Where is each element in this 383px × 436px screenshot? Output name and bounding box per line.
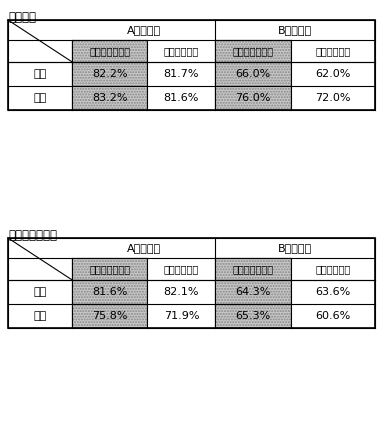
Text: 63.6%: 63.6% bbox=[315, 287, 350, 297]
Bar bbox=[215, 86, 291, 110]
Bar bbox=[72, 258, 147, 280]
Bar bbox=[72, 62, 147, 86]
Text: 82.1%: 82.1% bbox=[164, 287, 199, 297]
Text: 82.2%: 82.2% bbox=[92, 69, 128, 79]
Bar bbox=[72, 304, 147, 328]
Text: 71.9%: 71.9% bbox=[164, 311, 199, 321]
Text: 全国（公立）: 全国（公立） bbox=[164, 264, 199, 274]
Text: 中３: 中３ bbox=[33, 311, 47, 321]
Text: 小６: 小６ bbox=[33, 69, 47, 79]
Text: 岐逃県（公立）: 岐逃県（公立） bbox=[89, 264, 130, 274]
Text: 小６: 小６ bbox=[33, 287, 47, 297]
Bar bbox=[72, 304, 147, 328]
Bar bbox=[8, 20, 375, 110]
Bar bbox=[215, 280, 291, 304]
Text: 全国（公立）: 全国（公立） bbox=[315, 46, 350, 56]
Bar bbox=[215, 86, 291, 110]
Text: 60.6%: 60.6% bbox=[315, 311, 350, 321]
Text: A（知識）: A（知識） bbox=[127, 25, 161, 35]
Text: 75.8%: 75.8% bbox=[92, 311, 128, 321]
Bar bbox=[72, 258, 147, 280]
Bar bbox=[215, 62, 291, 86]
Bar bbox=[72, 62, 147, 86]
Text: 62.0%: 62.0% bbox=[315, 69, 350, 79]
Text: 81.6%: 81.6% bbox=[164, 93, 199, 103]
Text: 65.3%: 65.3% bbox=[235, 311, 271, 321]
Text: 81.7%: 81.7% bbox=[164, 69, 199, 79]
Bar bbox=[215, 258, 291, 280]
Bar bbox=[215, 40, 291, 62]
Bar bbox=[72, 40, 147, 62]
Bar bbox=[72, 86, 147, 110]
Text: 83.2%: 83.2% bbox=[92, 93, 128, 103]
Text: 岐逃県（公立）: 岐逃県（公立） bbox=[89, 46, 130, 56]
Bar bbox=[72, 86, 147, 110]
Text: A（知識）: A（知識） bbox=[127, 243, 161, 253]
Text: 76.0%: 76.0% bbox=[235, 93, 271, 103]
Bar bbox=[215, 280, 291, 304]
Bar bbox=[72, 40, 147, 62]
Text: 全国（公立）: 全国（公立） bbox=[164, 46, 199, 56]
Text: B（活用）: B（活用） bbox=[278, 25, 312, 35]
Text: 岐逃県（公立）: 岐逃県（公立） bbox=[232, 46, 273, 56]
Text: 64.3%: 64.3% bbox=[235, 287, 271, 297]
Text: 中３: 中３ bbox=[33, 93, 47, 103]
Bar bbox=[215, 40, 291, 62]
Bar bbox=[72, 280, 147, 304]
Text: 66.0%: 66.0% bbox=[235, 69, 271, 79]
Bar bbox=[215, 258, 291, 280]
Text: 72.0%: 72.0% bbox=[315, 93, 350, 103]
Bar bbox=[215, 304, 291, 328]
Text: 【算数・数学】: 【算数・数学】 bbox=[8, 229, 57, 242]
Text: B（活用）: B（活用） bbox=[278, 243, 312, 253]
Text: 【国語】: 【国語】 bbox=[8, 11, 36, 24]
Bar bbox=[8, 238, 375, 328]
Bar bbox=[215, 304, 291, 328]
Bar bbox=[215, 62, 291, 86]
Text: 岐逃県（公立）: 岐逃県（公立） bbox=[232, 264, 273, 274]
Text: 全国（公立）: 全国（公立） bbox=[315, 264, 350, 274]
Bar bbox=[72, 280, 147, 304]
Text: 81.6%: 81.6% bbox=[92, 287, 128, 297]
